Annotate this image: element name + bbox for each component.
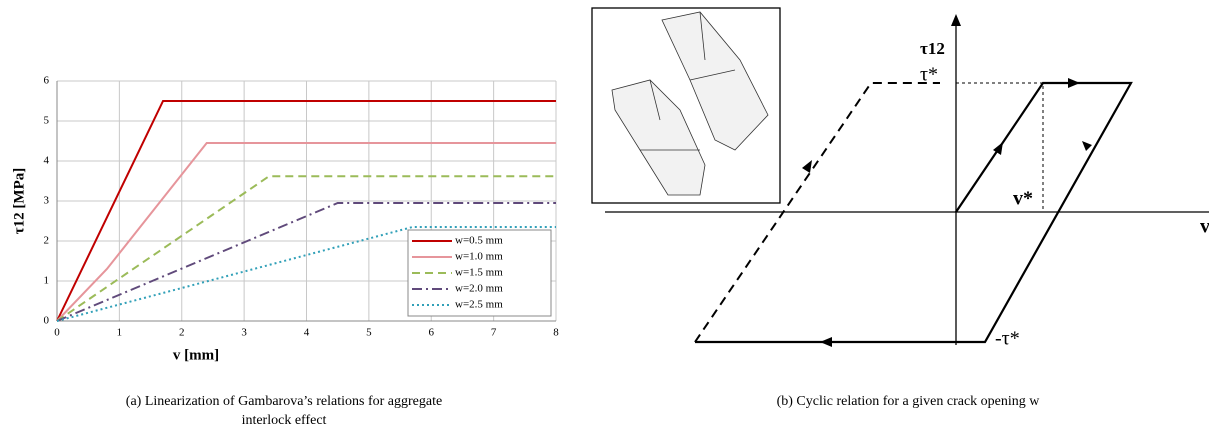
y-tick-label: 1: [44, 275, 50, 287]
axis-label-tau: τ12: [920, 39, 945, 58]
y-tick-label: 0: [44, 315, 50, 327]
y-tick-label: 3: [44, 195, 50, 207]
x-tick-label: 8: [553, 327, 559, 339]
series-line: [56, 142, 556, 322]
x-tick-label: 6: [429, 327, 435, 339]
caption-b: (b) Cyclic relation for a given crack op…: [777, 394, 1041, 409]
x-tick-label: 1: [117, 327, 123, 339]
series-line: [56, 202, 556, 322]
x-tick-label: 2: [179, 327, 185, 339]
x-axis-label: v [mm]: [173, 347, 219, 363]
legend-label: w=1.5 mm: [455, 267, 503, 279]
y-tick-label: 6: [44, 75, 50, 87]
inset-sketch: [611, 11, 769, 196]
y-tick-label: 4: [44, 155, 50, 167]
x-tick-label: 0: [54, 327, 60, 339]
caption-a: (a) Linearization of Gambarova’s relatio…: [126, 394, 442, 409]
x-tick-label: 3: [241, 327, 247, 339]
series-line: [56, 100, 556, 322]
x-tick-label: 5: [366, 327, 372, 339]
label-tau-star: τ*: [920, 64, 938, 86]
x-tick-label: 4: [304, 327, 310, 339]
y-axis-label: τ12 [MPa]: [11, 168, 27, 234]
y-tick-label: 2: [44, 235, 50, 247]
legend-label: w=0.5 mm: [455, 235, 503, 247]
label-v-star: v*: [1013, 188, 1033, 210]
y-tick-label: 5: [44, 115, 50, 127]
legend-label: w=2.0 mm: [455, 283, 503, 295]
x-tick-label: 7: [491, 327, 497, 339]
legend-label: w=2.5 mm: [455, 299, 503, 311]
axis-label-v: v: [1200, 216, 1209, 238]
cyclic-diagram: [605, 14, 1209, 347]
legend-label: w=1.0 mm: [455, 251, 503, 263]
label-neg-tau-star: -τ*: [995, 328, 1020, 350]
caption-a-line2: interlock effect: [242, 413, 327, 428]
series-line: [56, 175, 556, 322]
